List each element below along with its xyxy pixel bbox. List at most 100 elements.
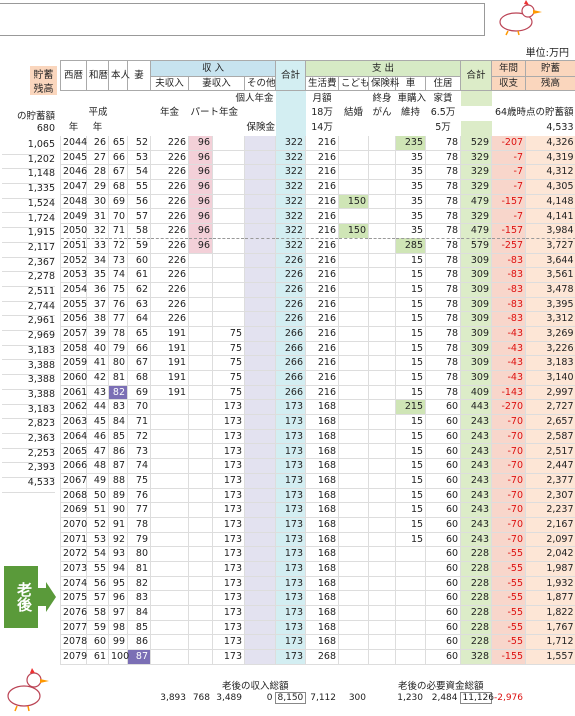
table-cell: 15: [395, 282, 426, 298]
table-cell: 2063: [60, 414, 87, 430]
table-row: 2064 46 85 72 173 173 168 15 60 243 -70 2,587: [60, 429, 575, 445]
table-cell: [395, 649, 426, 665]
table-cell: 96: [188, 194, 213, 210]
table-cell: [188, 385, 213, 401]
table-cell: 2059: [60, 355, 87, 371]
table-cell: 78: [425, 311, 461, 327]
table-cell: 35: [395, 223, 426, 239]
table-cell: 322: [275, 238, 306, 254]
table-cell: [338, 311, 369, 327]
table-cell: [150, 532, 189, 548]
table-cell: 60: [425, 590, 461, 606]
table-cell: [188, 443, 213, 460]
table-cell: 3,561: [525, 267, 575, 283]
footer-total: 2,484: [431, 693, 458, 703]
table-cell: 329: [460, 150, 492, 166]
header: 残高: [525, 76, 575, 91]
header: 収 入: [149, 60, 277, 77]
table-cell: 168: [305, 414, 339, 430]
table-cell: 2079: [60, 649, 87, 665]
table-cell: 35: [395, 164, 426, 181]
table-cell: [368, 502, 396, 518]
table-cell: 67: [108, 164, 128, 181]
table-cell: [188, 282, 213, 298]
table-cell: [150, 488, 189, 504]
table-cell: 191: [150, 326, 189, 342]
table-row: 2071 53 92 79 173 173 168 15 60 243 -70 2,097: [60, 532, 575, 548]
table-cell: [338, 502, 369, 518]
footer-label: 老後の収入総額: [222, 681, 289, 692]
table-cell: 2,167: [525, 517, 575, 533]
table-cell: [243, 282, 276, 298]
table-cell: 243: [460, 517, 492, 533]
table-cell: [338, 385, 369, 401]
table-cell: [188, 502, 213, 518]
table-cell: [150, 546, 189, 562]
table-cell: 60: [425, 443, 461, 460]
table-cell: 226: [150, 194, 189, 210]
table-cell: 57: [127, 208, 151, 225]
table-cell: 173: [212, 517, 245, 533]
table-cell: [368, 179, 396, 195]
left-value: 4,533: [2, 477, 55, 493]
table-cell: -70: [491, 429, 526, 445]
mascot-bottom: [7, 668, 49, 712]
table-cell: -143: [491, 385, 526, 401]
table-cell: -43: [491, 355, 526, 371]
table-cell: 2054: [60, 282, 87, 298]
table-row: 2077 59 98 85 173 173 168 60 228 -55 1,767: [60, 620, 575, 636]
table-cell: 78: [127, 517, 151, 533]
table-cell: 78: [425, 164, 461, 181]
table-cell: [212, 311, 245, 327]
table-cell: 51: [86, 502, 109, 518]
table-cell: 168: [305, 561, 339, 577]
header: 保険料: [368, 76, 400, 91]
table-cell: 60: [425, 649, 461, 665]
table-row: 2079 61 100 87 173 173 268 60 328 -155 1,557: [60, 649, 575, 665]
table-cell: -70: [491, 488, 526, 504]
table-cell: -55: [491, 576, 526, 592]
table-cell: 216: [305, 150, 339, 166]
table-cell: 2,042: [525, 546, 575, 562]
table-cell: [243, 150, 276, 166]
table-cell: [188, 326, 213, 342]
table-cell: [368, 488, 396, 504]
footer-total: [60, 693, 86, 704]
table-cell: [368, 532, 396, 548]
table-row: 2060 42 81 68 191 75 266 216 15 78 309 -43 3,140: [60, 370, 575, 386]
table-cell: [338, 370, 369, 386]
table-cell: 96: [188, 164, 213, 181]
table-cell: 2045: [60, 150, 87, 166]
table-cell: 64: [127, 311, 151, 327]
table-cell: 78: [425, 238, 461, 254]
table-cell: 3,140: [525, 370, 575, 386]
table-cell: [188, 267, 213, 283]
table-cell: 168: [305, 458, 339, 474]
table-cell: 72: [108, 238, 128, 254]
table-cell: 73: [108, 253, 128, 269]
table-cell: [243, 355, 276, 371]
table-cell: [368, 370, 396, 386]
table-cell: [188, 458, 213, 474]
table-cell: 216: [305, 341, 339, 357]
table-cell: 83: [108, 399, 128, 416]
table-cell: 60: [425, 488, 461, 504]
table-cell: 35: [395, 150, 426, 166]
table-cell: 216: [305, 311, 339, 327]
table-cell: 173: [212, 561, 245, 577]
table-cell: 266: [275, 370, 306, 386]
table-cell: 69: [127, 385, 151, 401]
table-cell: 78: [425, 370, 461, 386]
table-cell: 309: [460, 253, 492, 269]
table-cell: [338, 488, 369, 504]
table-cell: [338, 297, 369, 313]
table-cell: [243, 443, 276, 460]
table-cell: 78: [425, 297, 461, 313]
table-cell: 168: [305, 532, 339, 548]
table-cell: -43: [491, 326, 526, 342]
table-cell: 216: [305, 385, 339, 401]
table-cell: -55: [491, 561, 526, 577]
table-cell: 215: [395, 399, 426, 416]
table-row: 2063 45 84 71 173 173 168 15 60 243 -70 2,657: [60, 414, 575, 430]
